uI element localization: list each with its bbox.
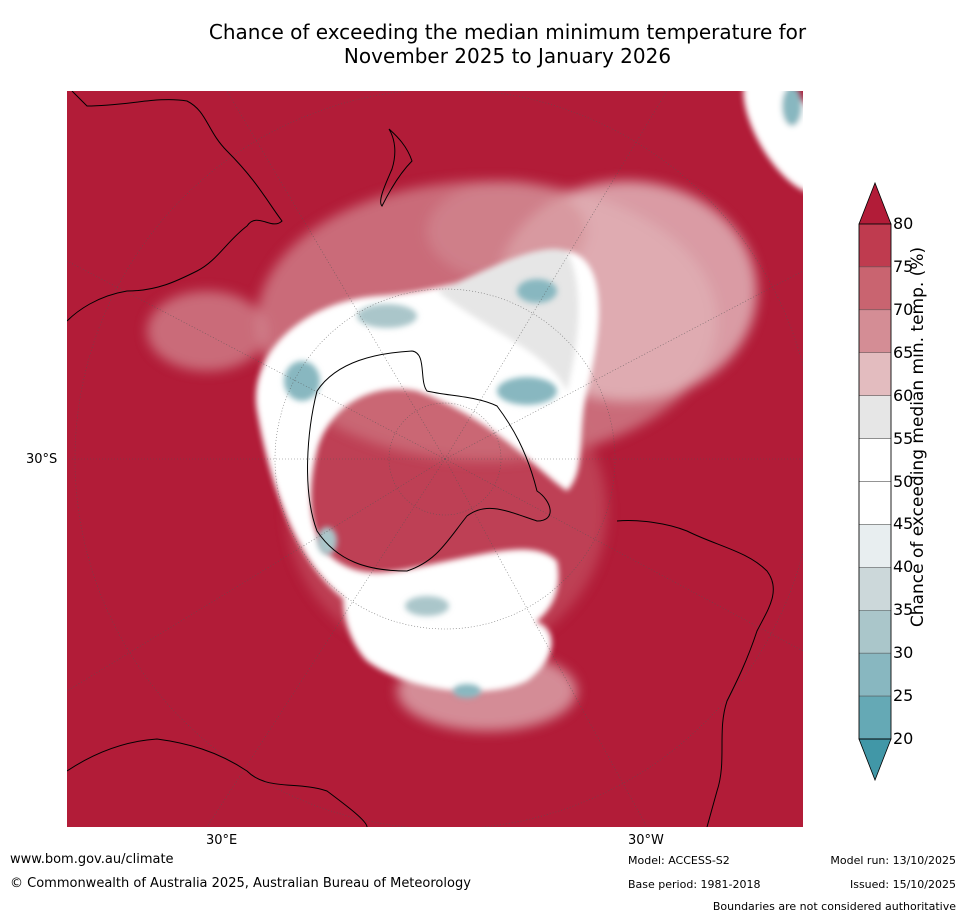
colorbar-band [858, 352, 892, 396]
colorbar-tick-label: 80 [893, 214, 914, 233]
colorbar-tick-label: 75 [893, 256, 914, 276]
colorbar-label: Chance of exceeding median min. temp. (%… [908, 246, 928, 628]
footer-url[interactable]: www.bom.gov.au/climate [10, 852, 174, 867]
colorbar-tick-label: 25 [893, 686, 914, 706]
footer-model: Model: ACCESS-S2 [628, 854, 730, 867]
map-panel[interactable] [67, 91, 803, 827]
colorbar-band [858, 395, 892, 439]
colorbar-tick-label: 40 [893, 557, 914, 577]
colorbar-tick-label: 45 [893, 514, 914, 534]
australia-coastline [67, 91, 283, 322]
map-title: Chance of exceeding the median minimum t… [0, 20, 965, 68]
colorbar-band [858, 309, 892, 353]
colorbar-tick-label: 30 [893, 643, 914, 663]
colorbar-top-arrow [858, 181, 892, 225]
colorbar-band [858, 481, 892, 525]
title-line-2: November 2025 to January 2026 [343, 44, 672, 68]
colorbar-band [858, 610, 892, 654]
colorbar-band [858, 695, 892, 740]
new-zealand-coastline [380, 128, 413, 207]
colorbar-tick-label: 70 [893, 299, 914, 319]
footer-copyright: © Commonwealth of Australia 2025, Austra… [10, 876, 471, 891]
colorbar-tick-label: 65 [893, 342, 914, 362]
footer-base-period: Base period: 1981-2018 [628, 878, 761, 891]
colorbar-band [858, 524, 892, 568]
colorbar-tick-label: 50 [893, 471, 914, 491]
colorbar-band [858, 223, 892, 268]
coastlines [67, 91, 774, 827]
antarctica-coastline [307, 350, 551, 572]
colorbar-tick-label: 35 [893, 600, 914, 620]
colorbar-band [858, 266, 892, 311]
colorbar-band [858, 652, 892, 697]
longitude-label-30e: 30°E [206, 833, 238, 848]
south-america-coastline [616, 520, 774, 827]
footer-issued: Issued: 15/10/2025 [849, 878, 956, 891]
colorbar-tick-label: 55 [893, 428, 914, 448]
colorbar-tick-label: 20 [893, 729, 914, 748]
map-canvas [67, 91, 803, 827]
footer-disclaimer: Boundaries are not considered authoritat… [712, 900, 956, 913]
footer-model-run: Model run: 13/10/2025 [830, 854, 956, 867]
colorbar-tick-label: 60 [893, 385, 914, 405]
colorbar-band [858, 438, 892, 482]
graticule [67, 91, 803, 827]
latitude-label-30s: 30°S [26, 452, 58, 467]
longitude-label-30w: 30°W [628, 833, 664, 848]
colorbar-bottom-arrow [858, 738, 892, 782]
colorbar [858, 181, 892, 782]
colorbar-band [858, 567, 892, 611]
africa-coastline [67, 738, 368, 827]
title-line-1: Chance of exceeding the median minimum t… [208, 20, 807, 44]
